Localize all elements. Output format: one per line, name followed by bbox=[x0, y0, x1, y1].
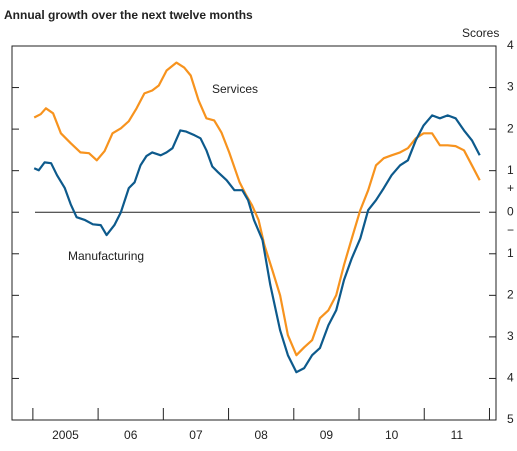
x-tick-label: 2005 bbox=[52, 428, 79, 442]
x-tick-label: 08 bbox=[254, 428, 268, 442]
y-tick-label: 2 bbox=[507, 288, 514, 302]
series-line bbox=[33, 61, 481, 357]
x-tick-label: 07 bbox=[189, 428, 203, 442]
series-label: Services bbox=[212, 82, 258, 96]
y-tick-label: 4 bbox=[507, 38, 514, 52]
x-tick-label: 11 bbox=[451, 428, 464, 442]
y-tick-label: 0 bbox=[507, 204, 514, 218]
y-tick-label: 5 bbox=[507, 412, 514, 426]
plot-frame bbox=[11, 45, 497, 421]
series-label: Manufacturing bbox=[68, 249, 144, 263]
y-tick-label: 4 bbox=[507, 371, 514, 385]
chart-title: Annual growth over the next twelve month… bbox=[4, 8, 253, 22]
y-tick-label: 1 bbox=[507, 163, 514, 177]
y-tick-label: 3 bbox=[507, 80, 514, 94]
sign-minus: − bbox=[507, 223, 514, 237]
y-tick-label: 2 bbox=[507, 121, 514, 135]
x-tick-label: 06 bbox=[124, 428, 138, 442]
y-axis-label: Scores bbox=[462, 26, 499, 40]
sign-plus: + bbox=[507, 181, 514, 195]
y-tick-label: 3 bbox=[507, 329, 514, 343]
x-tick-label: 10 bbox=[385, 428, 399, 442]
y-tick-label: 1 bbox=[507, 246, 514, 260]
x-tick-label: 09 bbox=[320, 428, 334, 442]
series-line bbox=[33, 114, 481, 374]
